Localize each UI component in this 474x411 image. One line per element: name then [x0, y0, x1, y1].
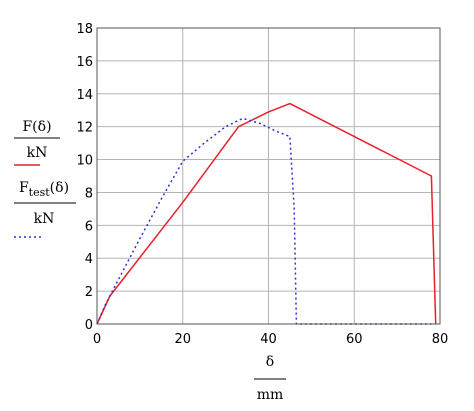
y-label-1-arg: (δ): [32, 119, 51, 135]
y-tick-label: 14: [76, 88, 93, 103]
y-tick-label: 8: [85, 186, 93, 201]
y-label-2-subscript: test: [29, 186, 51, 199]
x-axis-label-numerator: δ: [266, 354, 274, 370]
y-tick-label: 0: [85, 318, 93, 333]
x-tick-label: 20: [174, 332, 191, 347]
x-axis-label-denominator: mm: [257, 387, 284, 403]
x-tick-labels: 0 20 40 60 80: [93, 332, 448, 347]
y-tick-label: 2: [85, 285, 93, 300]
y-label-1-numerator: F(δ): [22, 119, 51, 135]
chart-grid: [96, 27, 441, 325]
chart-series: [96, 102, 437, 325]
x-tick-label: 60: [346, 332, 363, 347]
y-tick-label: 16: [76, 55, 93, 70]
series-line-1: [96, 102, 437, 325]
y-label-1-denominator: kN: [27, 145, 48, 161]
y-tick-label: 12: [76, 121, 93, 136]
y-label-2-denominator: kN: [34, 211, 55, 227]
y-tick-label: 18: [76, 22, 93, 37]
y-label-1-func: F: [22, 119, 32, 135]
plot-frame: [96, 27, 441, 325]
y-axis-label-1: F(δ) kN: [14, 119, 60, 166]
y-tick-label: 10: [76, 154, 93, 169]
y-axis-label-2: Ftest(δ) kN: [14, 180, 76, 238]
y-label-2-func: F: [19, 180, 29, 196]
y-tick-label: 6: [85, 219, 93, 234]
x-tick-label: 40: [260, 332, 277, 347]
x-tick-label: 80: [432, 332, 449, 347]
y-label-2-numerator: Ftest(δ): [19, 180, 69, 199]
y-label-2-arg: (δ): [50, 180, 69, 196]
y-tick-label: 4: [85, 252, 93, 267]
series-line-2: [96, 117, 432, 325]
y-tick-labels: 0 2 4 6 8 10 12 14 16 18: [76, 22, 93, 333]
x-axis-label: δ mm: [254, 354, 286, 403]
x-tick-label: 0: [93, 332, 101, 347]
